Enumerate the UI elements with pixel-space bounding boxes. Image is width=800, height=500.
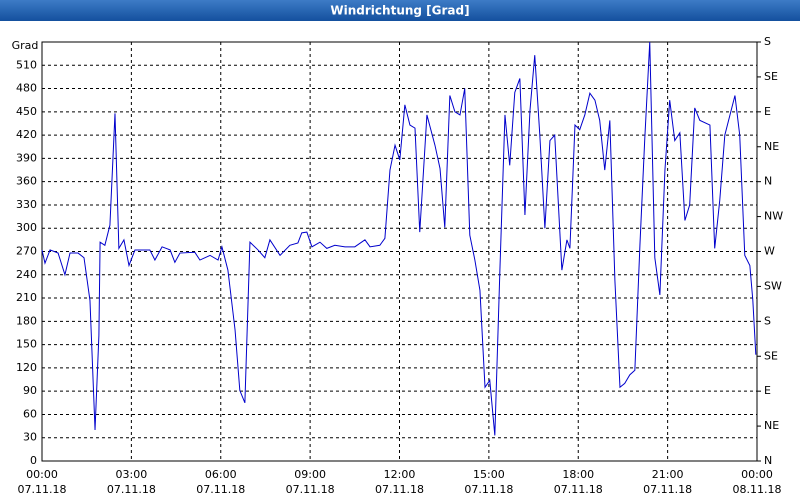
y-axis-label: Grad: [12, 39, 39, 52]
x-tick-label: 00:00: [26, 468, 58, 481]
y-tick-label: 30: [23, 431, 37, 444]
y-tick-label: 480: [16, 82, 37, 95]
x-tick-date: 07.11.18: [464, 483, 513, 496]
x-tick-date: 07.11.18: [643, 483, 692, 496]
y-tick-label: 90: [23, 384, 37, 397]
y2-tick-label: SW: [764, 279, 782, 292]
y2-tick-label: E: [764, 105, 771, 118]
y-tick-label: 150: [16, 338, 37, 351]
x-tick-date: 07.11.18: [18, 483, 67, 496]
x-tick-label: 15:00: [473, 468, 505, 481]
y2-tick-label: NE: [764, 419, 779, 432]
y2-tick-label: E: [764, 384, 771, 397]
y-tick-label: 0: [30, 454, 37, 467]
x-tick-date: 08.11.18: [733, 483, 782, 496]
x-tick-label: 09:00: [294, 468, 326, 481]
y2-tick-label: NE: [764, 140, 779, 153]
y2-tick-label: N: [764, 175, 772, 188]
title-bar: [0, 0, 800, 21]
x-tick-label: 03:00: [116, 468, 148, 481]
x-tick-date: 07.11.18: [107, 483, 156, 496]
x-tick-label: 00:00: [741, 468, 773, 481]
y2-tick-label: S: [764, 314, 771, 327]
y-tick-label: 420: [16, 128, 37, 141]
y2-tick-label: W: [764, 245, 775, 258]
x-tick-label: 06:00: [205, 468, 237, 481]
y2-tick-label: N: [764, 454, 772, 467]
data-line: [41, 41, 757, 436]
x-tick-date: 07.11.18: [196, 483, 245, 496]
y-tick-label: 450: [16, 105, 37, 118]
x-tick-date: 07.11.18: [286, 483, 335, 496]
y2-tick-label: S: [764, 35, 771, 48]
x-tick-label: 18:00: [562, 468, 594, 481]
y-tick-label: 330: [16, 198, 37, 211]
x-tick-label: 12:00: [384, 468, 416, 481]
y-tick-label: 210: [16, 291, 37, 304]
y-tick-label: 60: [23, 407, 37, 420]
y-tick-label: 120: [16, 361, 37, 374]
y2-tick-label: SE: [764, 70, 778, 83]
y-tick-label: 180: [16, 314, 37, 327]
y2-tick-label: SE: [764, 349, 778, 362]
y-tick-label: 510: [16, 58, 37, 71]
chart-title: Windrichtung [Grad]: [330, 4, 469, 18]
y-tick-label: 240: [16, 268, 37, 281]
y2-tick-label: NW: [764, 210, 783, 223]
y-tick-label: 300: [16, 221, 37, 234]
y-tick-label: 360: [16, 175, 37, 188]
x-tick-date: 07.11.18: [554, 483, 603, 496]
x-tick-label: 21:00: [652, 468, 684, 481]
x-tick-date: 07.11.18: [375, 483, 424, 496]
y-tick-label: 270: [16, 245, 37, 258]
y-tick-label: 390: [16, 151, 37, 164]
